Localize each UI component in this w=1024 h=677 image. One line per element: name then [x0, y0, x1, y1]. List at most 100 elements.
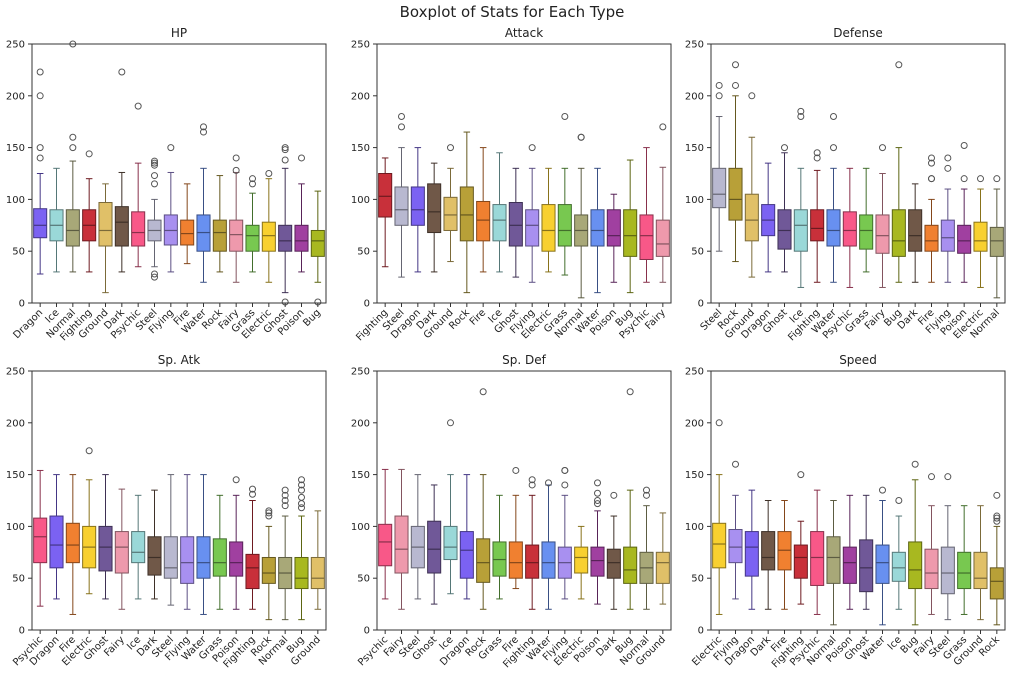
chart-title: Sp. Atk: [158, 353, 201, 367]
box-fire: [65, 474, 80, 615]
box-iqr: [859, 539, 874, 593]
box-iqr: [793, 544, 808, 579]
y-tick-label: 50: [357, 247, 370, 258]
box-normal: [989, 175, 1004, 299]
outlier-point: [528, 144, 536, 152]
chart-title: Speed: [839, 353, 877, 367]
outlier-point: [151, 161, 158, 169]
y-tick-label: 200: [351, 418, 370, 429]
box-iqr: [541, 204, 556, 252]
outlier-point: [265, 170, 273, 177]
box-iqr: [908, 541, 923, 590]
outlier-point: [960, 175, 968, 183]
outlier-point: [151, 172, 158, 180]
outlier-point: [944, 164, 952, 172]
box-water: [196, 123, 211, 283]
box-iqr: [525, 544, 540, 579]
outlier-point: [528, 476, 536, 484]
box-iqr: [98, 202, 113, 247]
y-tick-label: 150: [685, 143, 704, 154]
outlier-point: [545, 479, 552, 487]
box-fire: [508, 466, 523, 590]
box-iqr: [212, 219, 227, 252]
box-dark: [427, 162, 442, 273]
box-dragon: [761, 162, 776, 273]
box-electric: [261, 170, 276, 283]
box-iqr: [908, 209, 923, 252]
box-iqr: [476, 538, 491, 583]
box-iqr: [525, 209, 540, 247]
box-iqr: [842, 211, 857, 247]
outlier-point: [928, 154, 935, 162]
box-steel: [940, 473, 955, 621]
outlier-point: [85, 447, 93, 455]
box-iqr: [212, 538, 227, 577]
box-iqr: [793, 209, 808, 252]
outlier-point: [69, 133, 77, 141]
plot-frame: [31, 370, 327, 631]
box-iqr: [712, 522, 727, 569]
box-ice: [492, 152, 507, 273]
box-iqr: [114, 206, 129, 247]
box-iqr: [541, 541, 556, 579]
box-normal: [826, 500, 841, 626]
box-steel: [712, 81, 727, 252]
box-dark: [908, 183, 923, 283]
box-iqr: [810, 209, 825, 242]
box-dragon: [49, 474, 64, 600]
box-iqr: [443, 196, 458, 231]
box-iqr: [973, 551, 988, 590]
box-bug: [623, 388, 638, 610]
box-fire: [924, 154, 939, 283]
box-poison: [294, 154, 309, 273]
box-iqr: [180, 219, 195, 246]
chart-title: Sp. Def: [502, 353, 546, 367]
box-iqr: [957, 224, 972, 254]
outlier-point: [69, 144, 77, 152]
outlier-point: [200, 128, 207, 136]
box-iqr: [826, 209, 841, 247]
outlier-point: [715, 419, 723, 427]
y-tick-label: 100: [6, 195, 25, 206]
outlier-point: [732, 460, 739, 468]
box-iqr: [459, 531, 474, 579]
box-iqr: [33, 517, 48, 564]
outlier-point: [960, 142, 968, 150]
y-tick-label: 200: [685, 91, 704, 102]
y-tick-label: 250: [351, 367, 370, 378]
box-dragon: [459, 474, 474, 600]
y-tick-label: 0: [364, 299, 370, 310]
box-iqr: [623, 209, 638, 257]
box-dark: [761, 500, 776, 610]
outlier-point: [813, 154, 821, 162]
outlier-point: [911, 460, 919, 468]
outlier-point: [447, 144, 454, 152]
box-iqr: [196, 536, 211, 579]
y-tick-label: 200: [6, 418, 25, 429]
box-psychic: [33, 469, 48, 607]
box-iqr: [98, 525, 113, 572]
outlier-point: [561, 466, 569, 474]
y-tick-label: 100: [685, 522, 704, 533]
outlier-point: [944, 154, 952, 162]
outlier-point: [928, 473, 935, 481]
outlier-point: [928, 175, 935, 183]
box-grass: [957, 505, 972, 615]
box-electric: [82, 447, 97, 595]
outlier-point: [249, 175, 256, 183]
y-tick-label: 50: [12, 247, 25, 258]
box-iqr: [147, 536, 162, 576]
box-iqr: [476, 200, 491, 242]
y-tick-label: 150: [351, 470, 370, 481]
box-grass: [859, 167, 874, 273]
box-water: [541, 479, 556, 610]
outlier-point: [594, 489, 601, 497]
outlier-point: [993, 512, 1001, 520]
box-water: [590, 167, 605, 294]
y-tick-label: 0: [19, 626, 25, 637]
box-ghost: [508, 167, 523, 278]
box-iqr: [728, 167, 743, 221]
box-iqr: [989, 567, 1004, 600]
chart-title: Defense: [833, 26, 882, 40]
box-iqr: [623, 546, 638, 584]
